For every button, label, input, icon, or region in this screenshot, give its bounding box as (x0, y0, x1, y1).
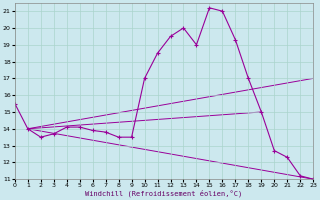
X-axis label: Windchill (Refroidissement éolien,°C): Windchill (Refroidissement éolien,°C) (85, 190, 243, 197)
